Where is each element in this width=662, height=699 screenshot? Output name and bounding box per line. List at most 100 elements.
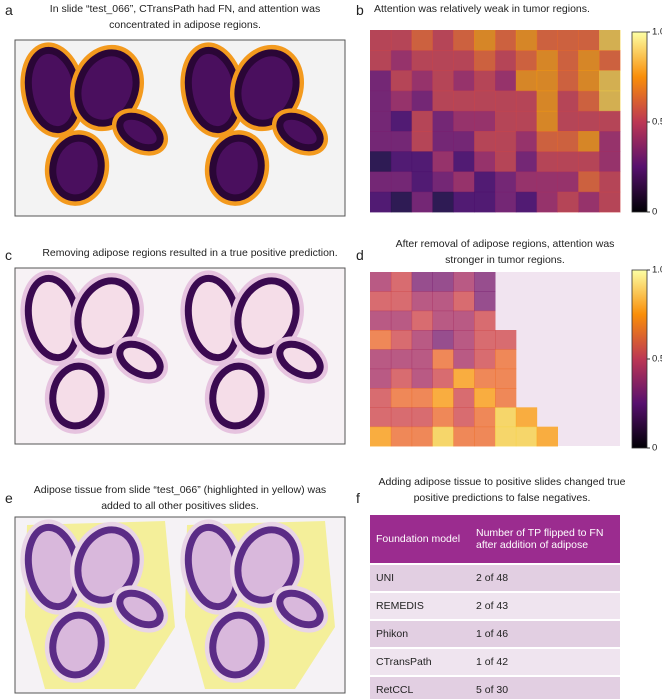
attention-tile: [495, 407, 517, 428]
attention-tile: [578, 191, 600, 213]
colorbar-tick-label: 0.5: [652, 354, 662, 365]
attention-tile: [495, 110, 517, 132]
tissue-section: [20, 270, 169, 434]
panel-caption: Attention was relatively weak in tumor r…: [374, 3, 590, 15]
panel-letter: b: [356, 2, 364, 18]
attention-tile: [495, 70, 517, 92]
attention-tile: [578, 171, 600, 193]
panel-caption: In slide “test_066”, CTransPath had FN, …: [49, 3, 321, 31]
attention-tile: [453, 30, 475, 51]
tumor-rim: [276, 589, 324, 629]
attention-tile: [515, 171, 538, 193]
attention-tile: [557, 171, 579, 193]
attention-tile: [370, 310, 392, 331]
attention-tile: [432, 90, 454, 112]
attention-tile: [411, 50, 433, 71]
attention-tile: [453, 90, 475, 112]
attention-tile: [370, 291, 392, 312]
attention-tile: [390, 171, 413, 193]
attention-tile: [390, 330, 413, 350]
attention-tile: [536, 70, 558, 92]
attention-tile: [432, 110, 454, 132]
column-header: Foundation model: [370, 515, 470, 563]
attention-tile: [370, 110, 392, 132]
attention-tile: [495, 191, 517, 213]
attention-tile: [453, 131, 475, 152]
attention-tile: [432, 310, 454, 331]
attention-tile: [453, 291, 475, 312]
attention-tile: [578, 151, 600, 173]
attention-tile: [495, 151, 517, 173]
attention-tile: [370, 30, 392, 51]
attention-tile: [495, 90, 517, 112]
attention-tile: [411, 291, 433, 312]
attention-tile: [432, 70, 454, 92]
attention-tile: [390, 191, 413, 213]
attention-tile: [474, 90, 496, 112]
attention-tile: [370, 272, 392, 292]
tumor-rim: [116, 589, 164, 629]
attention-tile: [474, 191, 496, 213]
panel-letter: f: [356, 490, 360, 506]
attention-tile: [578, 30, 600, 51]
attention-tile: [411, 191, 433, 213]
attention-tile: [432, 191, 454, 213]
attention-tile: [432, 388, 454, 408]
attention-tile: [515, 191, 538, 213]
attention-tile: [474, 407, 496, 428]
table-row: Phikon 1 of 46: [370, 621, 620, 647]
panel-caption: Adding adipose tissue to positive slides…: [378, 476, 626, 504]
tumor-rim: [74, 277, 140, 355]
attention-tile: [453, 70, 475, 92]
attention-tile: [432, 426, 454, 447]
attention-tile: [536, 171, 558, 193]
attention-tile: [495, 131, 517, 152]
attention-tile: [411, 30, 433, 51]
table-cell: CTransPath: [370, 649, 470, 675]
attention-tile: [474, 388, 496, 408]
attention-tile: [557, 151, 579, 173]
attention-tile: [390, 388, 413, 408]
attention-tile: [390, 291, 413, 312]
attention-tile: [432, 131, 454, 152]
attention-tile: [599, 151, 621, 173]
attention-tile: [432, 151, 454, 173]
attention-tile: [474, 70, 496, 92]
attention-tile: [536, 426, 558, 447]
tumor-rim: [234, 526, 300, 604]
attention-tile: [453, 171, 475, 193]
table-cell: 1 of 46: [470, 621, 620, 647]
attention-tile: [578, 70, 600, 92]
colorbar-tick-label: 0: [652, 443, 657, 454]
tissue-section: [180, 519, 335, 689]
table-cell: UNI: [370, 565, 470, 591]
attention-tile: [390, 50, 413, 71]
attention-tile: [411, 407, 433, 428]
tissue-section: [20, 519, 175, 689]
attention-tile: [536, 30, 558, 51]
attention-tile: [411, 310, 433, 331]
attention-tile: [453, 272, 475, 292]
attention-tile: [370, 330, 392, 350]
tumor-rim: [74, 526, 140, 604]
attention-tile: [495, 30, 517, 51]
attention-tile: [370, 50, 392, 71]
attention-tile: [453, 330, 475, 350]
attention-tile: [411, 272, 433, 292]
attention-tile: [390, 110, 413, 132]
attention-tile: [370, 151, 392, 173]
colorbar-tick-label: 1.0: [652, 265, 662, 276]
attention-tile: [557, 110, 579, 132]
attention-tile: [370, 407, 392, 428]
attention-tile: [474, 272, 496, 292]
attention-tile: [474, 131, 496, 152]
tumor-rim: [276, 340, 324, 380]
attention-tile: [474, 151, 496, 173]
tumor-rim: [49, 362, 105, 430]
panel-letter: e: [5, 490, 13, 506]
attention-tile: [599, 30, 621, 51]
attention-tile: [599, 110, 621, 132]
attention-tile: [432, 171, 454, 193]
attention-tile: [578, 131, 600, 152]
attention-tile: [390, 90, 413, 112]
